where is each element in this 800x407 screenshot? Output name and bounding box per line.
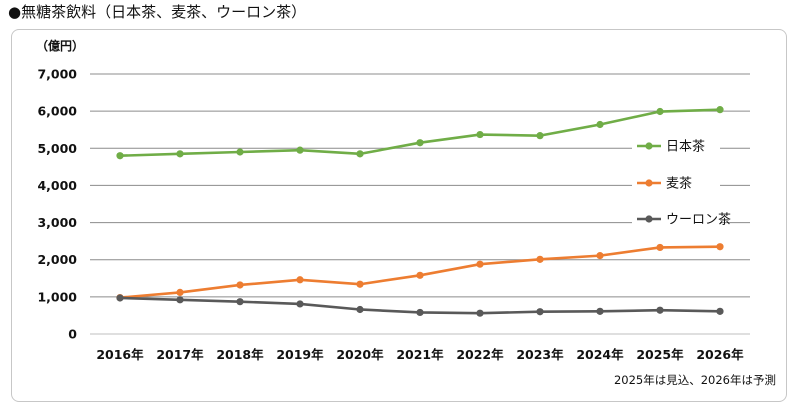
data-point — [116, 294, 124, 302]
chart-note: 2025年は見込、2026年は予測 — [614, 373, 776, 387]
data-point — [416, 308, 424, 317]
x-tick-label: 2022年 — [456, 347, 504, 362]
x-tick-label: 2020年 — [336, 347, 384, 362]
data-point — [536, 132, 544, 140]
legend-backdrop — [632, 174, 720, 192]
x-tick-label: 2026年 — [696, 347, 744, 362]
data-point — [356, 280, 364, 288]
data-point — [176, 150, 184, 158]
figure-title: ●無糖茶飲料（日本茶、麦茶、ウーロン茶） — [8, 3, 307, 21]
legend-marker — [645, 179, 653, 187]
data-point — [356, 305, 364, 314]
data-point — [236, 298, 244, 306]
data-point — [476, 130, 484, 139]
data-point — [716, 243, 724, 251]
data-point — [176, 296, 184, 304]
data-point — [656, 306, 664, 314]
y-tick-label: 2,000 — [37, 252, 77, 267]
data-point — [296, 300, 304, 308]
data-point — [476, 260, 484, 268]
legend-item: ウーロン茶 — [632, 210, 731, 228]
y-tick-label: 5,000 — [37, 141, 77, 156]
data-point — [416, 139, 424, 147]
legend-item: 麦茶 — [632, 174, 720, 192]
data-point — [296, 276, 304, 284]
x-tick-label: 2019年 — [276, 347, 324, 362]
x-tick-label: 2021年 — [396, 347, 444, 362]
x-tick-label: 2018年 — [216, 347, 264, 362]
y-axis-unit: （億円） — [36, 38, 84, 53]
data-point — [596, 252, 604, 260]
legend-label: 麦茶 — [666, 176, 692, 192]
legend-marker — [645, 215, 653, 223]
x-tick-label: 2016年 — [96, 347, 144, 362]
data-point — [176, 288, 184, 296]
y-tick-label: 0 — [68, 327, 77, 342]
data-point — [356, 150, 364, 158]
data-point — [476, 309, 484, 317]
series-1 — [116, 106, 724, 160]
x-tick-label: 2025年 — [636, 347, 684, 362]
series-3 — [116, 294, 724, 317]
data-point — [116, 152, 124, 160]
data-point — [536, 255, 544, 263]
y-axis: 0 1,000 2,000 3,000 4,000 5,000 6,000 7,000 — [37, 67, 77, 342]
x-tick-label: 2024年 — [576, 347, 624, 362]
data-point — [656, 243, 664, 252]
legend-label: ウーロン茶 — [666, 212, 731, 228]
series-layer — [116, 106, 724, 317]
y-tick-label: 1,000 — [37, 289, 77, 304]
data-point — [596, 120, 604, 129]
data-point — [236, 148, 244, 156]
legend-backdrop — [632, 210, 720, 228]
series-2 — [116, 243, 724, 302]
grid — [90, 73, 750, 335]
y-tick-label: 6,000 — [37, 104, 77, 119]
data-point — [416, 271, 424, 279]
data-point — [296, 146, 304, 154]
y-tick-label: 4,000 — [37, 178, 77, 193]
data-point — [536, 308, 544, 316]
y-tick-label: 7,000 — [37, 67, 77, 82]
y-tick-label: 3,000 — [37, 215, 77, 230]
chart-frame — [11, 29, 787, 402]
data-point — [716, 106, 724, 114]
legend-backdrop — [632, 137, 720, 155]
data-point — [656, 107, 664, 116]
legend-marker — [645, 142, 653, 150]
x-axis: 2016年 2017年 2018年 2019年 2020年 2021年 2022年 2023年… — [96, 347, 744, 362]
x-tick-label: 2023年 — [516, 347, 564, 362]
legend-item: 日本茶 — [632, 137, 720, 155]
legend-label: 日本茶 — [666, 139, 705, 155]
data-point — [716, 307, 724, 315]
data-point — [236, 281, 244, 289]
series-line — [118, 108, 722, 158]
data-point — [596, 307, 604, 315]
x-tick-label: 2017年 — [156, 347, 204, 362]
